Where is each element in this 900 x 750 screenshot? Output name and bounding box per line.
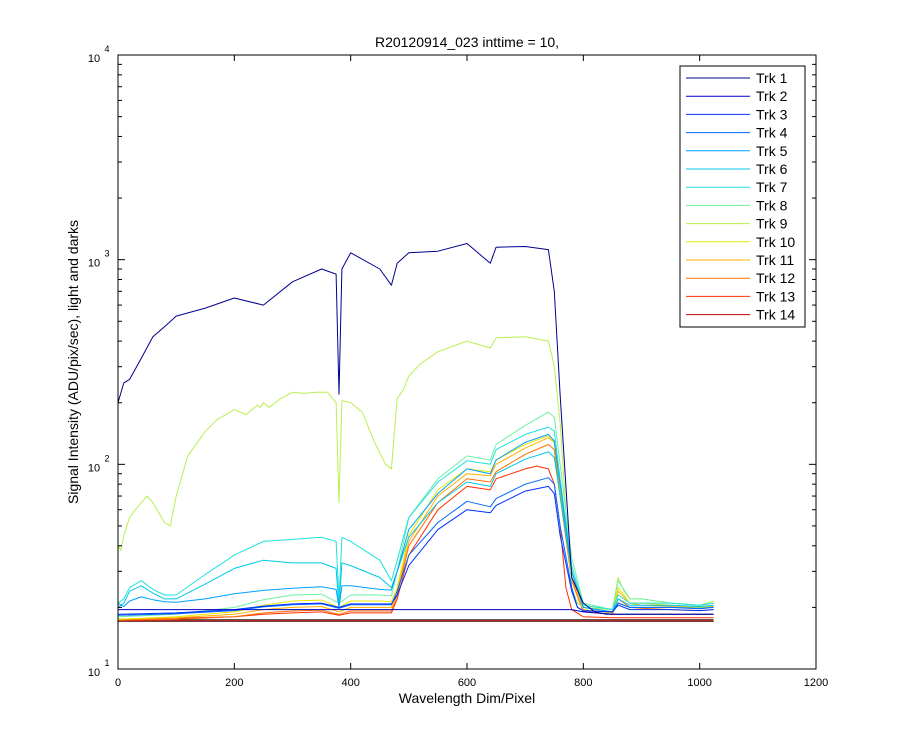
y-tick-label-exponent: 2 (104, 453, 109, 463)
x-tick-label: 400 (341, 677, 359, 689)
y-tick-label: 10 (88, 667, 100, 679)
y-tick-label-base: 10 (88, 462, 100, 474)
legend-label: Trk 10 (756, 234, 795, 250)
legend-label: Trk 4 (756, 125, 788, 141)
legend-label: Trk 12 (756, 270, 795, 286)
series-line-trk-10 (117, 435, 714, 620)
y-tick-label-exponent: 4 (104, 44, 109, 54)
legend: Trk 1 Trk 2 Trk 3 Trk 4 Trk 5 Trk 6 Trk 7 Trk 8… (679, 65, 806, 328)
legend-label: Trk 5 (756, 143, 788, 159)
series-line-trk-13 (117, 465, 714, 620)
y-axis-label: Signal Intensity (ADU/pix/sec), light an… (65, 220, 81, 504)
y-tick-label-base: 10 (88, 53, 100, 65)
chart-title: R20120914_023 inttime = 10, (375, 34, 559, 50)
series-line-trk-5 (117, 433, 714, 613)
legend-label: Trk 2 (756, 88, 788, 104)
y-tick-label-exponent: 1 (104, 658, 109, 668)
legend-label: Trk 8 (756, 197, 788, 213)
axis-layer: 0 200 400 600 800 1000 1200 10 1 10 2 10 3 10 4 (88, 44, 828, 689)
legend-label: Trk 7 (756, 179, 788, 195)
x-tick-label: 800 (574, 677, 592, 689)
series-line-trk-7 (117, 426, 714, 611)
legend-items: Trk 1 Trk 2 Trk 3 Trk 4 Trk 5 Trk 6 Trk 7 Trk 8… (686, 70, 795, 323)
y-tick-label: 10 (88, 53, 100, 65)
y-tick-label: 10 (88, 258, 100, 270)
x-tick-label: 0 (115, 677, 121, 689)
legend-label: Trk 6 (756, 161, 788, 177)
y-tick-label-base: 10 (88, 258, 100, 270)
series-line-trk-1 (117, 243, 714, 615)
x-tick-label: 600 (458, 677, 476, 689)
series-line-trk-4 (117, 477, 714, 616)
legend-label: Trk 3 (756, 106, 788, 122)
x-tick-label: 200 (225, 677, 243, 689)
legend-label: Trk 1 (756, 70, 788, 86)
y-tick-label-exponent: 3 (104, 249, 109, 259)
x-tick-label: 1200 (804, 677, 828, 689)
legend-label: Trk 14 (756, 307, 795, 323)
y-tick-label-base: 10 (88, 667, 100, 679)
x-axis-label: Wavelength Dim/Pixel (399, 690, 535, 706)
legend-box (679, 65, 806, 328)
series-line-trk-3 (117, 485, 714, 615)
legend-label: Trk 9 (756, 216, 788, 232)
legend-label: Trk 11 (756, 252, 794, 268)
x-tick-label: 1000 (687, 677, 711, 689)
series-line-trk-11 (117, 437, 714, 620)
series-layer (117, 243, 714, 622)
legend-label: Trk 13 (756, 288, 795, 304)
y-tick-label: 10 (88, 462, 100, 474)
series-line-trk-12 (117, 444, 714, 621)
series-line-trk-8 (117, 411, 714, 618)
